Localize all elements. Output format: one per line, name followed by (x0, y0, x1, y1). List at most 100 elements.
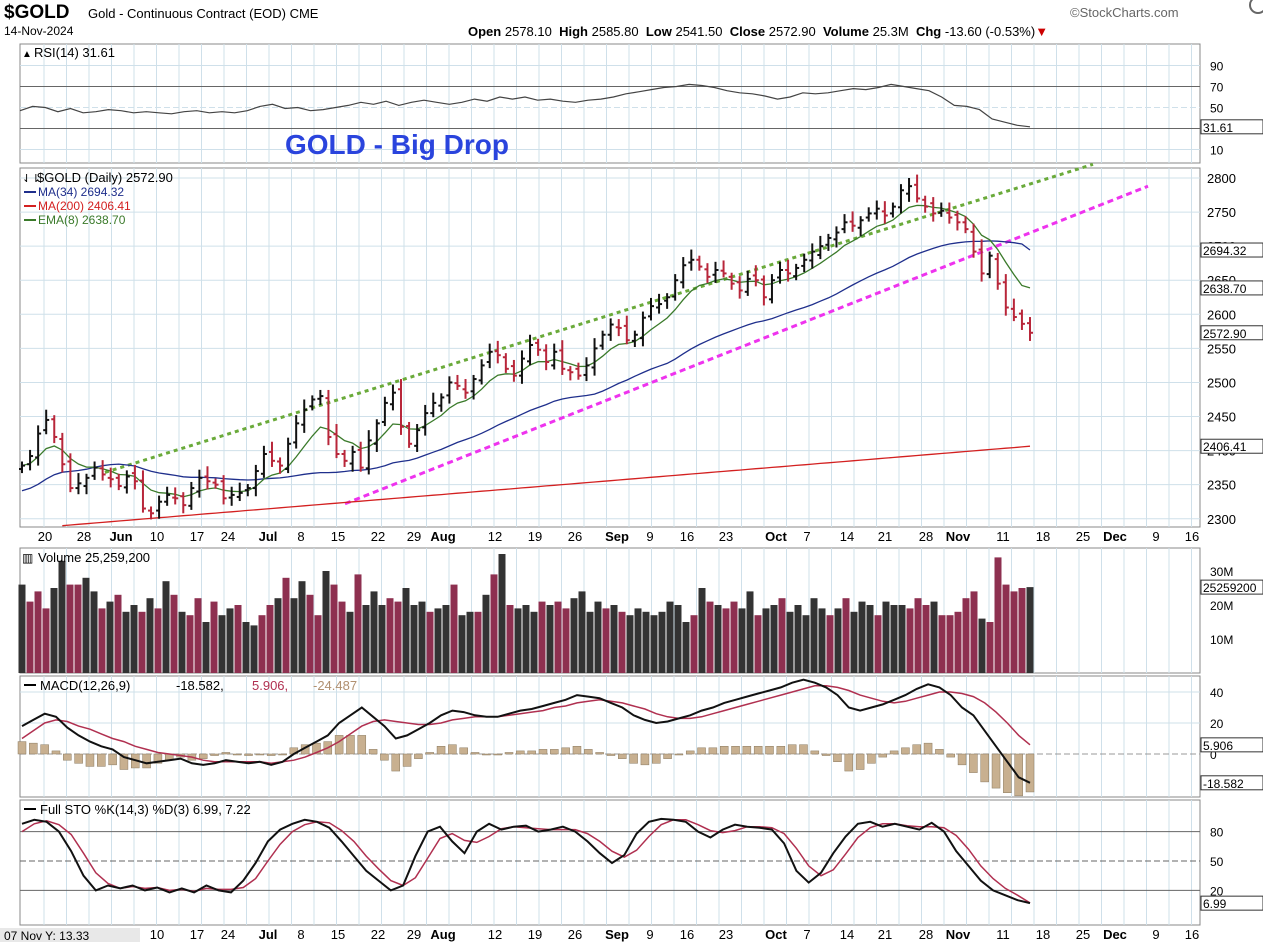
macd-histogram-bar (97, 753, 106, 767)
x-axis-label-bottom: Dec (1103, 927, 1127, 942)
x-axis-label: Dec (1103, 529, 1127, 544)
brand-label: ©StockCharts.com (1070, 5, 1179, 20)
x-axis-label: 8 (297, 529, 304, 544)
x-axis-label-bottom: 28 (919, 927, 933, 942)
volume-bar (714, 605, 722, 673)
volume-bar (178, 611, 186, 673)
rsi-last-value: 31.61 (1203, 121, 1233, 135)
macd-histogram-bar (799, 744, 808, 755)
price-tick-label: 2300 (1207, 512, 1236, 527)
macd-histogram-bar (969, 753, 978, 773)
stoch-k-line (21, 817, 1031, 905)
volume-bar (778, 598, 786, 673)
rsi-tick-label: 50 (1210, 102, 1224, 116)
volume-bar (994, 557, 1002, 673)
stoch-tick-label: 80 (1210, 826, 1224, 840)
volume-bar (858, 601, 866, 673)
macd-histogram-bar (923, 742, 933, 755)
legend-entry: EMA(8) 2638.70 (38, 213, 126, 227)
volume-bar (786, 611, 794, 673)
macd-histogram-bar (108, 753, 117, 766)
price-panel-frame (19, 167, 1201, 528)
volume-bar (586, 611, 594, 673)
macd-histogram-bar (357, 735, 367, 755)
macd-histogram-bar (606, 753, 616, 756)
settings-icon[interactable] (1249, 0, 1263, 14)
volume-bar (1002, 584, 1010, 673)
macd-histogram-bar (266, 753, 276, 756)
volume-bar (322, 571, 330, 673)
volume-bar (834, 608, 842, 673)
volume-bar (762, 608, 770, 673)
x-axis-label-bottom: 14 (840, 927, 854, 942)
x-axis-label: Aug (430, 529, 455, 544)
macd-signal-tag: 5.906 (1203, 739, 1233, 753)
price-tick-label: 2550 (1207, 341, 1236, 356)
x-axis-label-bottom: 17 (190, 927, 204, 942)
x-axis-label-bottom: 8 (297, 927, 304, 942)
x-axis-label-bottom: 23 (719, 927, 733, 942)
volume-tick-label: 30M (1210, 565, 1233, 579)
x-axis-label: 17 (190, 529, 204, 544)
symbol-title: $GOLD (4, 2, 70, 23)
volume-bar (194, 598, 202, 673)
volume-bar (426, 611, 434, 673)
macd-histogram-bar (629, 753, 638, 764)
macd-value-tag: -18.582 (1203, 777, 1244, 791)
macd-histogram-bar (731, 746, 740, 755)
macd-signal-line (21, 685, 1031, 765)
volume-bar (506, 605, 514, 673)
macd-histogram-bar (436, 746, 446, 755)
volume-bar (34, 591, 42, 673)
macd-histogram-bar (640, 753, 650, 766)
macd-title: MACD(12,26,9) (40, 678, 130, 693)
volume-bar (970, 591, 978, 673)
volume-bar (850, 611, 858, 673)
volume-bar (58, 560, 66, 673)
macd-histogram-bar (346, 735, 355, 755)
price-tick-label: 2500 (1207, 375, 1236, 390)
x-axis-label-bottom: 11 (996, 927, 1010, 942)
volume-bar (338, 601, 346, 673)
volume-bar (946, 615, 954, 673)
macd-histogram-bar (821, 753, 831, 756)
x-axis-label-bottom: Aug (430, 927, 455, 942)
x-axis-label: 15 (331, 529, 345, 544)
volume-bar (162, 581, 170, 673)
x-axis-label: 21 (878, 529, 892, 544)
macd-legend-signal: 5.906, (252, 678, 288, 693)
volume-bar (898, 605, 906, 673)
x-axis-label-bottom: 18 (1036, 927, 1050, 942)
x-axis-label-bottom: 24 (221, 927, 235, 942)
x-axis-label: 25 (1076, 529, 1090, 544)
ma34-line (21, 240, 1031, 492)
price-tick-label: 2350 (1207, 478, 1236, 493)
x-axis-label: 11 (996, 529, 1010, 544)
macd-tick-label: 20 (1210, 717, 1224, 731)
rsi-tick-label: 70 (1210, 81, 1224, 95)
x-axis-label-bottom: Oct (765, 927, 787, 942)
price-tick-label: 2800 (1207, 171, 1236, 186)
x-axis-label: 29 (407, 529, 421, 544)
x-axis-label: Sep (605, 529, 629, 544)
price-tag-box (1200, 325, 1263, 341)
macd-histogram-bar (912, 744, 921, 755)
volume-bar (810, 598, 818, 673)
volume-bar (274, 598, 282, 673)
volume-bar (490, 574, 498, 673)
macd-histogram-bar (561, 747, 570, 755)
volume-bar (618, 611, 626, 673)
macd-histogram-bar (391, 753, 401, 772)
volume-bar (954, 611, 962, 673)
macd-histogram-bar (889, 750, 899, 755)
x-axis-label-bottom: 9 (646, 927, 653, 942)
macd-histogram-bar (493, 753, 502, 756)
x-axis-label: 28 (77, 529, 91, 544)
macd-histogram-bar (1003, 753, 1012, 793)
stoch-value-tag-box (1200, 895, 1263, 911)
macd-histogram-bar (810, 750, 820, 755)
x-axis-label-bottom: 19 (528, 927, 542, 942)
macd-histogram-bar (119, 753, 129, 770)
x-axis-label: 28 (919, 529, 933, 544)
volume-last-value: 25259200 (1203, 581, 1257, 595)
